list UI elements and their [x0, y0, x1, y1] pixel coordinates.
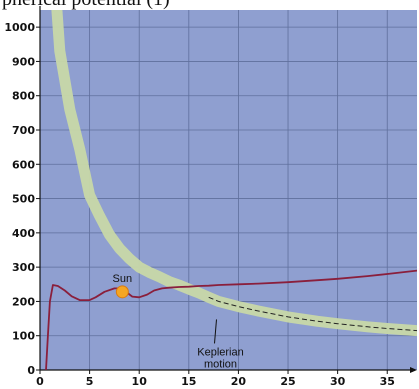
x-tick-label: 30 [330, 375, 346, 388]
x-tick-label: 5 [86, 375, 94, 388]
y-tick-label: 300 [12, 261, 35, 274]
x-tick-label: 20 [231, 375, 247, 388]
sun-label: Sun [113, 273, 133, 285]
x-tick-label: 0 [36, 375, 44, 388]
y-tick-label: 500 [12, 193, 35, 206]
plot-background [40, 10, 417, 370]
x-tick-label: 10 [132, 375, 148, 388]
rotation-curve-line [45, 269, 417, 370]
y-tick-label: 400 [12, 227, 35, 240]
keplerian-label-line2: motion [204, 358, 237, 370]
x-tick-label: 25 [280, 375, 295, 388]
y-tick-label: 200 [12, 295, 35, 308]
y-tick-label: 0 [27, 364, 35, 377]
y-tick-label: 700 [12, 124, 35, 137]
y-tick-label: 900 [12, 55, 35, 68]
y-tick-label: 100 [12, 330, 35, 343]
keplerian-label-line1: Keplerian [197, 346, 243, 358]
y-tick-label: 1000 [4, 21, 35, 34]
x-tick-label: 15 [181, 375, 196, 388]
top-caption: pherical potential (1) [2, 0, 170, 11]
y-tick-label: 600 [12, 158, 35, 171]
sun-marker [115, 285, 129, 299]
grid-lines [40, 10, 417, 370]
x-axis-arrow [410, 367, 417, 373]
keplerian-pointer [214, 319, 217, 344]
x-tick-label: 35 [380, 375, 395, 388]
keplerian-dashed-line [208, 296, 417, 332]
y-tick-label: 800 [12, 90, 35, 103]
axes [39, 6, 417, 373]
